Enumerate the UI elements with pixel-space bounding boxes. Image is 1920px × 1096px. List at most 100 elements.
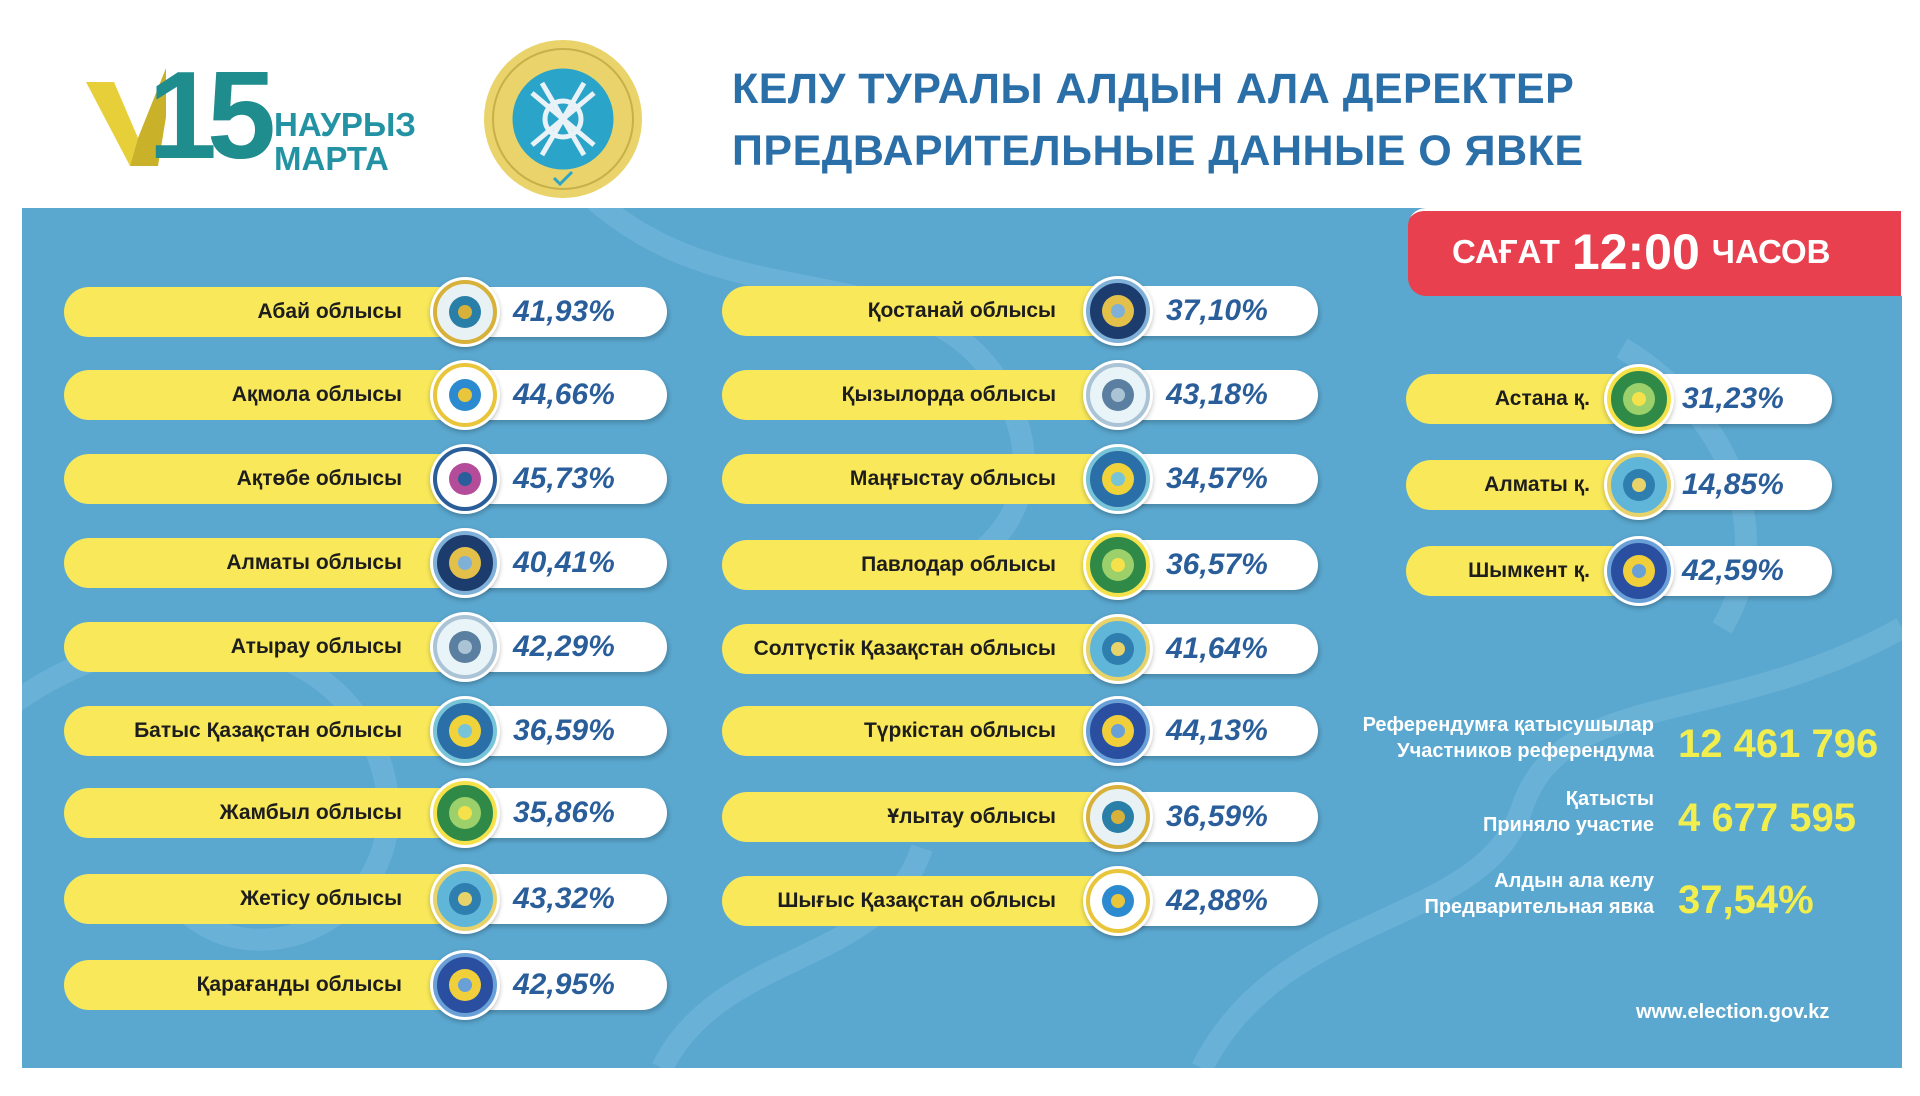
region-name: Қарағанды облысы — [196, 973, 402, 996]
turnout-percent: 36,57% — [1166, 548, 1268, 581]
turnout-value-pill: 36,57% — [1122, 540, 1318, 590]
turnout-value-pill: 35,86% — [469, 788, 667, 838]
region-name: Ақмола облысы — [231, 383, 402, 406]
turnout-value-pill: 42,88% — [1122, 876, 1318, 926]
kostanay-emblem-icon — [1083, 276, 1153, 346]
turnout-percent: 42,88% — [1166, 884, 1268, 917]
region-name: Қызылорда облысы — [841, 383, 1056, 406]
stat-took-part: Қатысты Приняло участие 4 677 595 — [1330, 786, 1870, 846]
west-kz-emblem-icon — [430, 696, 500, 766]
turnout-value-pill: 34,57% — [1122, 454, 1318, 504]
turnout-percent: 36,59% — [1166, 800, 1268, 833]
region-name: Шымкент қ. — [1468, 559, 1590, 582]
turnout-percent: 42,59% — [1682, 554, 1784, 587]
turnout-percent: 42,95% — [513, 968, 615, 1001]
region-name: Ұлытау облысы — [887, 805, 1056, 828]
region-name-bar: Қарағанды облысы — [64, 960, 464, 1010]
stat-turnout-value: 37,54% — [1678, 878, 1814, 922]
turnout-value-pill: 37,10% — [1122, 286, 1318, 336]
turnout-percent: 44,66% — [513, 378, 615, 411]
turkistan-emblem-icon — [1083, 696, 1153, 766]
turnout-value-pill: 42,95% — [469, 960, 667, 1010]
atyrau-emblem-icon — [430, 612, 500, 682]
turnout-percent: 35,86% — [513, 796, 615, 829]
region-name-bar: Қызылорда облысы — [722, 370, 1122, 420]
region-name: Батыс Қазақстан облысы — [134, 719, 402, 742]
astana-emblem-icon — [1604, 364, 1674, 434]
turnout-value-pill: 41,64% — [1122, 624, 1318, 674]
turnout-percent: 41,93% — [513, 295, 615, 328]
stat-took-part-value: 4 677 595 — [1678, 796, 1856, 840]
title-kazakh: КЕЛУ ТУРАЛЫ АЛДЫН АЛА ДЕРЕКТЕР — [732, 65, 1575, 113]
turnout-value-pill: 42,59% — [1638, 546, 1832, 596]
turnout-value-pill: 45,73% — [469, 454, 667, 504]
region-name-bar: Ақмола облысы — [64, 370, 464, 420]
turnout-percent: 40,41% — [513, 546, 615, 579]
region-name-bar: Атырау облысы — [64, 622, 464, 672]
stat-took-part-label-ru: Приняло участие — [1482, 814, 1654, 836]
time-prefix: САҒАТ — [1452, 233, 1560, 270]
stat-turnout-label-ru: Предварительная явка — [1424, 896, 1654, 918]
almaty-city-emblem-icon — [1604, 450, 1674, 520]
time-suffix: ЧАСОВ — [1711, 233, 1831, 270]
region-name: Алматы қ. — [1484, 473, 1590, 496]
zhambyl-emblem-icon — [430, 778, 500, 848]
north-kz-emblem-icon — [1083, 614, 1153, 684]
title-russian: ПРЕДВАРИТЕЛЬНЫЕ ДАННЫЕ О ЯВКЕ — [732, 127, 1584, 175]
turnout-value-pill: 40,41% — [469, 538, 667, 588]
stat-turnout: Алдын ала келу Предварительная явка 37,5… — [1330, 868, 1870, 928]
region-name: Атырау облысы — [230, 635, 402, 658]
turnout-value-pill: 36,59% — [1122, 792, 1318, 842]
region-name-bar: Ұлытау облысы — [722, 792, 1122, 842]
region-name: Шығыс Қазақстан облысы — [777, 889, 1056, 912]
turnout-percent: 42,29% — [513, 630, 615, 663]
region-name-bar: Алматы қ. — [1406, 460, 1636, 510]
time-value: 12:00 — [1571, 224, 1700, 280]
stat-participants-label-ru: Участников референдума — [1397, 740, 1654, 762]
turnout-value-pill: 41,93% — [469, 287, 667, 337]
turnout-percent: 36,59% — [513, 714, 615, 747]
turnout-percent: 14,85% — [1682, 468, 1784, 501]
turnout-percent: 43,32% — [513, 882, 615, 915]
stat-participants-value: 12 461 796 — [1678, 722, 1879, 766]
almaty-region-emblem-icon — [430, 528, 500, 598]
region-name: Алматы облысы — [226, 551, 402, 574]
check-mark-icon — [86, 68, 166, 166]
turnout-value-pill: 44,66% — [469, 370, 667, 420]
ulytau-emblem-icon — [1083, 782, 1153, 852]
stat-participants-label: Референдумға қатысушылар Участников рефе… — [1363, 712, 1654, 764]
turnout-percent: 37,10% — [1166, 294, 1268, 327]
region-name: Маңғыстау облысы — [849, 467, 1056, 490]
zhetisu-emblem-icon — [430, 864, 500, 934]
region-name: Абай облысы — [257, 300, 402, 323]
region-name: Астана қ. — [1494, 387, 1590, 410]
region-name: Қостанай облысы — [867, 299, 1056, 322]
region-name: Жетісу облысы — [240, 887, 402, 910]
region-name: Ақтөбе облысы — [236, 467, 402, 490]
region-name: Солтүстік Қазақстан облысы — [753, 637, 1056, 660]
region-name-bar: Маңғыстау облысы — [722, 454, 1122, 504]
header: 15 НАУРЫЗ МАРТА КЕЛУ ТУРАЛЫ АЛДЫН АЛА ДЕ… — [0, 0, 1920, 210]
website-link[interactable]: www.election.gov.kz — [1636, 1001, 1830, 1023]
abai-emblem-icon — [430, 277, 500, 347]
stat-took-part-label: Қатысты Приняло участие — [1483, 786, 1654, 838]
turnout-percent: 34,57% — [1166, 462, 1268, 495]
stat-participants: Референдумға қатысушылар Участников рефе… — [1330, 712, 1879, 772]
time-badge: САҒАТ 12:00 ЧАСОВ — [1408, 208, 1903, 296]
region-name-bar: Солтүстік Қазақстан облысы — [722, 624, 1122, 674]
turnout-percent: 44,13% — [1166, 714, 1268, 747]
region-name-bar: Түркістан облысы — [722, 706, 1122, 756]
region-name-bar: Шымкент қ. — [1406, 546, 1636, 596]
stat-took-part-label-kz: Қатысты — [1565, 788, 1654, 810]
region-name-bar: Шығыс Қазақстан облысы — [722, 876, 1122, 926]
logo-line-2: МАРТА — [274, 140, 389, 177]
turnout-value-pill: 43,18% — [1122, 370, 1318, 420]
turnout-value-pill: 36,59% — [469, 706, 667, 756]
karaganda-emblem-icon — [430, 950, 500, 1020]
region-name-bar: Павлодар облысы — [722, 540, 1122, 590]
stat-participants-label-kz: Референдумға қатысушылар — [1362, 714, 1654, 736]
region-name-bar: Ақтөбе облысы — [64, 454, 464, 504]
region-name-bar: Астана қ. — [1406, 374, 1636, 424]
logo-number: 15 — [148, 47, 276, 185]
stat-turnout-label-kz: Алдын ала келу — [1494, 870, 1654, 892]
